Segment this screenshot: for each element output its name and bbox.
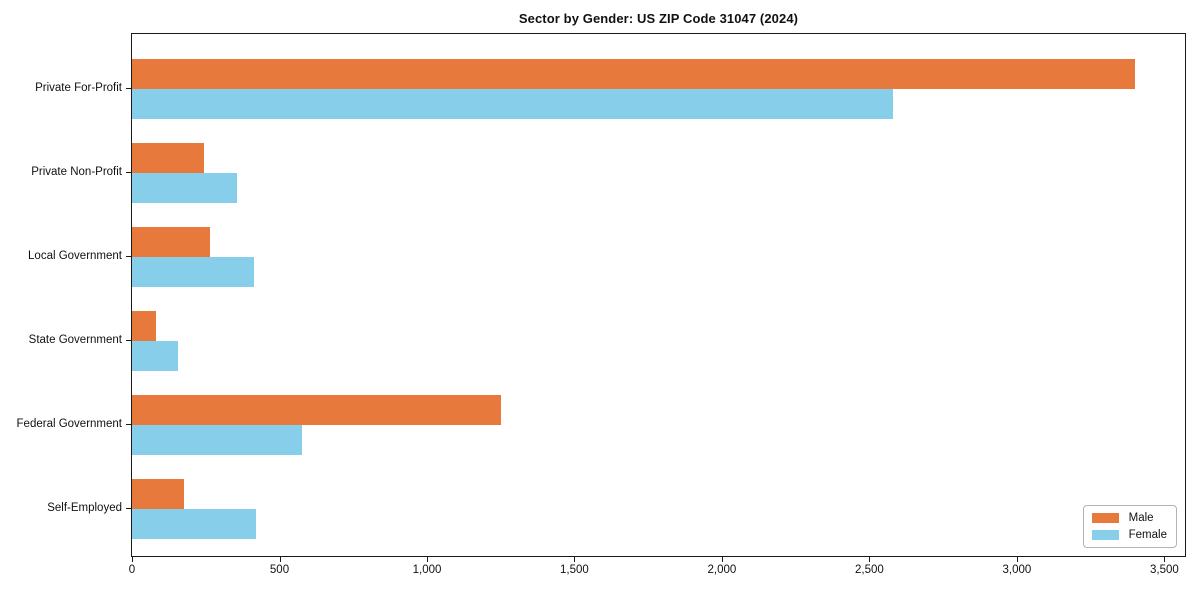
- xtick-mark: [427, 557, 428, 562]
- ytick-mark: [126, 424, 131, 425]
- bar-male-state-government: [132, 311, 156, 341]
- legend: Male Female: [1082, 505, 1177, 548]
- bar-male-federal-government: [132, 395, 501, 425]
- legend-label-male: Male: [1128, 512, 1154, 524]
- xtick-label-2-500: 2,500: [855, 564, 884, 576]
- xtick-label-500: 500: [269, 564, 290, 576]
- xtick-label-2-000: 2,000: [707, 564, 737, 576]
- xtick-label-3-500: 3,500: [1150, 564, 1179, 576]
- bar-female-private-for-profit: [132, 89, 893, 119]
- bar-male-private-non-profit: [132, 143, 205, 173]
- bar-female-local-government: [132, 257, 255, 287]
- legend-row-female: Female: [1091, 529, 1167, 541]
- xtick-label-1-000: 1,000: [412, 564, 442, 576]
- xtick-mark: [279, 557, 281, 562]
- xtick-mark: [574, 557, 576, 562]
- ytick-mark: [126, 172, 131, 173]
- bar-male-self-employed: [132, 479, 184, 509]
- legend-swatch-female-icon: [1091, 530, 1119, 540]
- bar-female-private-non-profit: [132, 173, 237, 203]
- ytick-mark: [126, 508, 131, 509]
- xtick-mark: [721, 557, 723, 562]
- bar-female-self-employed: [132, 509, 256, 539]
- ytick-mark: [126, 88, 131, 89]
- legend-label-female: Female: [1128, 529, 1167, 541]
- xtick-mark: [869, 557, 871, 562]
- ytick-label-local-government: Local Government: [28, 250, 122, 262]
- ytick-label-state-government: State Government: [28, 334, 122, 346]
- chart-title: Sector by Gender: US ZIP Code 31047 (202…: [518, 11, 799, 26]
- xtick-mark: [1016, 557, 1018, 562]
- ytick-label-self-employed: Self-Employed: [47, 502, 122, 514]
- xtick-mark: [132, 557, 133, 562]
- ytick-mark: [126, 340, 131, 341]
- xtick-mark: [1164, 557, 1166, 562]
- ytick-mark: [126, 256, 131, 257]
- legend-swatch-male-icon: [1091, 513, 1119, 523]
- xtick-label-1-500: 1,500: [560, 564, 589, 576]
- ytick-label-federal-government: Federal Government: [16, 418, 122, 430]
- ytick-label-private-non-profit: Private Non-Profit: [31, 166, 122, 178]
- bar-male-local-government: [132, 227, 211, 257]
- ytick-label-private-for-profit: Private For-Profit: [35, 82, 122, 94]
- legend-row-male: Male: [1091, 512, 1167, 524]
- plot-area: Male Female: [131, 33, 1186, 557]
- xtick-label-0: 0: [128, 564, 136, 576]
- bar-female-federal-government: [132, 425, 302, 455]
- bar-male-private-for-profit: [132, 59, 1135, 89]
- xtick-label-3-000: 3,000: [1002, 564, 1032, 576]
- bar-female-state-government: [132, 341, 178, 371]
